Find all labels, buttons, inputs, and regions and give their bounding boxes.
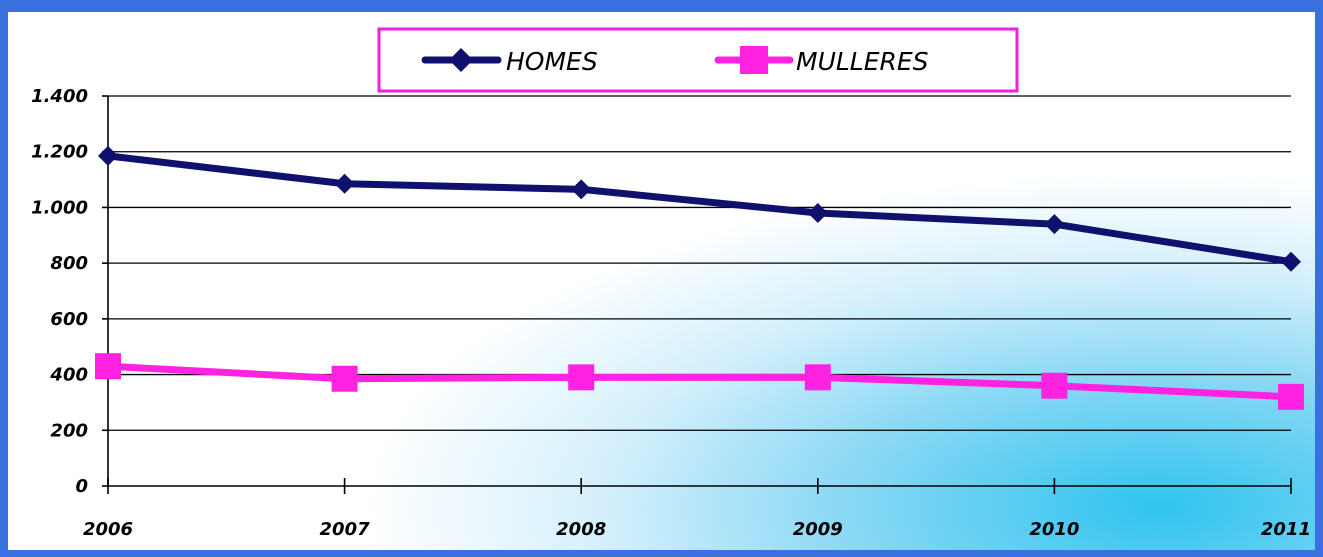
y-tick-label-6: 1.200 [31,142,88,163]
x-tick-label-1: 2007 [320,519,371,540]
series-line-homes [104,152,1295,266]
y-tick-label-5: 1.000 [31,197,88,218]
x-tick-labels: 2006 2007 2008 2009 2010 2011 [83,519,1311,540]
gridlines [108,95,1291,431]
data-point-homes-2009 [807,203,828,223]
data-point-mulleres-2010 [1041,372,1068,399]
y-tick-label-3: 600 [50,309,88,330]
data-point-homes-2007 [334,173,355,194]
axes [102,95,1292,494]
data-point-mulleres-2008 [568,364,595,391]
legend-label-homes: HOMES [506,47,598,76]
y-tick-label-7: 1.400 [31,86,88,107]
data-point-mulleres-2006 [95,353,121,380]
legend-label-mulleres: MULLERES [796,47,929,76]
y-tick-label-1: 200 [50,420,88,441]
data-point-mulleres-2011 [1278,383,1304,410]
legend-item-mulleres: MULLERES [714,46,929,76]
data-point-homes-2006 [98,145,118,166]
data-point-homes-2008 [571,179,592,200]
legend-item-homes: HOMES [421,47,598,76]
legend-marker-mulleres [740,46,768,74]
data-point-homes-2010 [1044,214,1065,235]
y-tick-label-4: 800 [50,253,88,274]
legend-marker-homes [449,48,473,72]
legend: HOMES MULLERES [377,27,1019,93]
series-line-mulleres [104,362,1295,401]
x-tick-label-5: 2011 [1261,519,1311,540]
x-tick-label-0: 2006 [83,519,133,540]
y-tick-label-0: 0 [75,476,88,497]
y-tick-label-2: 400 [49,365,88,386]
series-lines [95,145,1304,410]
x-tick-label-3: 2009 [793,519,843,540]
data-point-mulleres-2007 [331,365,358,392]
data-point-homes-2011 [1281,251,1301,272]
data-point-mulleres-2009 [804,364,831,391]
x-tick-label-4: 2010 [1029,519,1079,540]
x-tick-label-2: 2008 [556,519,606,540]
y-tick-labels: 0 200 400 600 800 1.000 1.200 1.400 [31,86,88,497]
